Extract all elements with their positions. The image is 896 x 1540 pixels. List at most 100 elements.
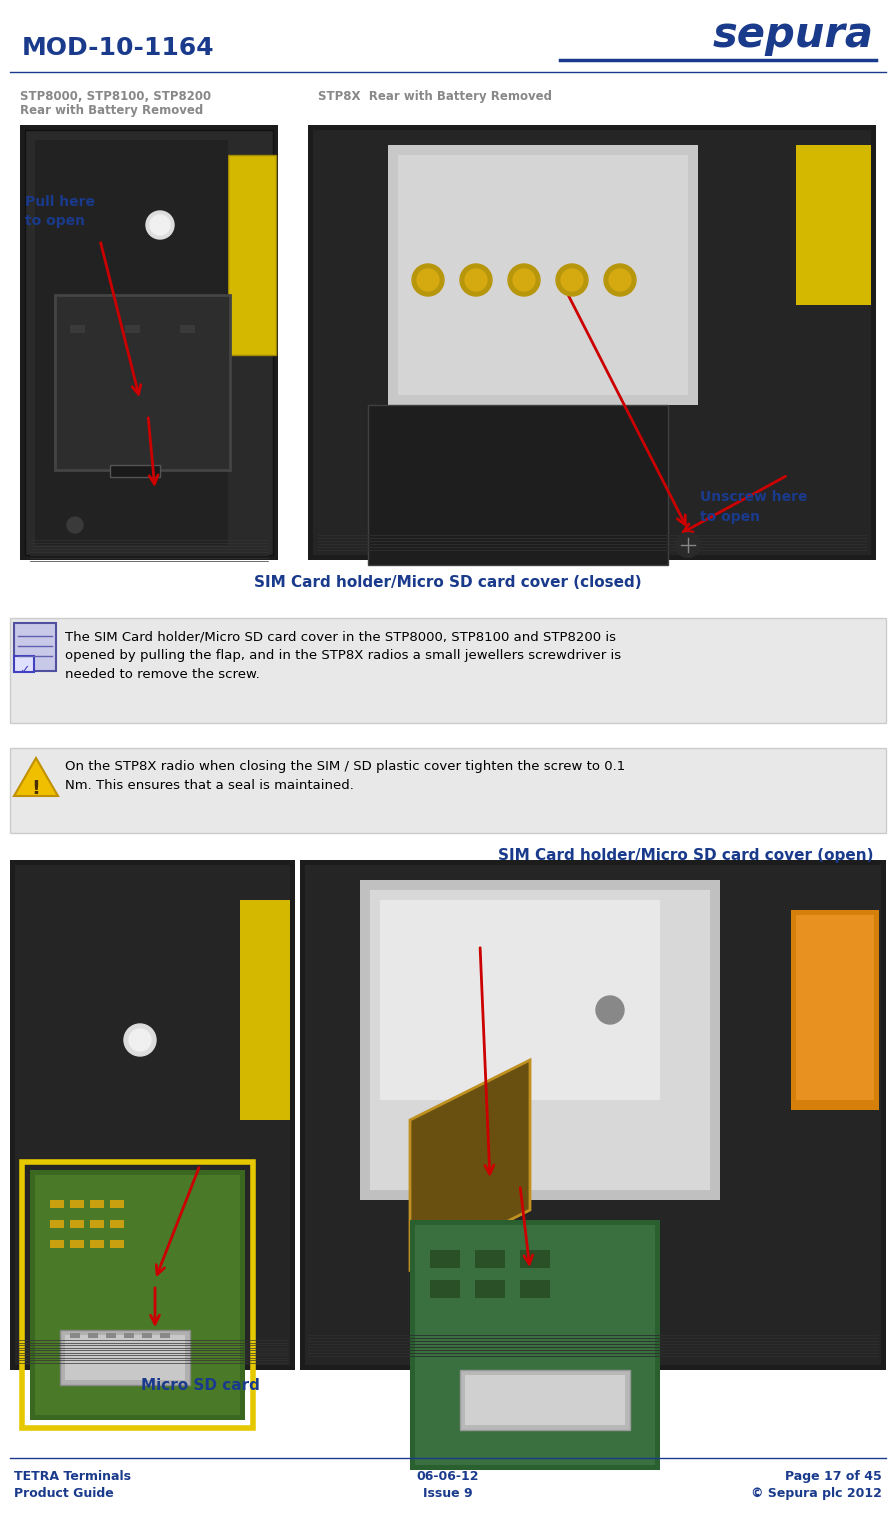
FancyBboxPatch shape [30, 1170, 245, 1420]
FancyBboxPatch shape [124, 1334, 134, 1338]
FancyBboxPatch shape [50, 1200, 64, 1207]
FancyBboxPatch shape [110, 465, 160, 477]
FancyBboxPatch shape [305, 865, 881, 1364]
Polygon shape [25, 129, 273, 554]
FancyBboxPatch shape [110, 1240, 124, 1247]
Polygon shape [410, 1060, 530, 1270]
FancyBboxPatch shape [180, 325, 195, 333]
FancyBboxPatch shape [410, 1220, 660, 1471]
Circle shape [67, 517, 83, 533]
Text: SIM Card holder/Micro SD card cover (open): SIM Card holder/Micro SD card cover (ope… [498, 849, 874, 862]
Text: sepura: sepura [713, 14, 874, 55]
Circle shape [460, 263, 492, 296]
Text: SIM Card holder/Micro SD card cover (closed): SIM Card holder/Micro SD card cover (clo… [254, 574, 642, 590]
Circle shape [609, 270, 631, 291]
FancyBboxPatch shape [520, 1280, 550, 1298]
FancyBboxPatch shape [430, 1280, 460, 1298]
FancyBboxPatch shape [14, 656, 34, 671]
FancyBboxPatch shape [388, 145, 698, 405]
FancyBboxPatch shape [160, 1334, 170, 1338]
Text: Rear with Battery Removed: Rear with Battery Removed [20, 105, 203, 117]
FancyBboxPatch shape [90, 1240, 104, 1247]
FancyBboxPatch shape [90, 1220, 104, 1227]
FancyBboxPatch shape [142, 1334, 152, 1338]
FancyBboxPatch shape [370, 890, 710, 1190]
Text: ✓: ✓ [19, 664, 30, 678]
Text: STP8000, STP8100, STP8200: STP8000, STP8100, STP8200 [20, 89, 211, 103]
Circle shape [150, 216, 170, 236]
Circle shape [465, 270, 487, 291]
Circle shape [412, 263, 444, 296]
FancyBboxPatch shape [300, 859, 886, 1371]
FancyBboxPatch shape [520, 1250, 550, 1267]
Circle shape [146, 211, 174, 239]
FancyBboxPatch shape [90, 1200, 104, 1207]
FancyBboxPatch shape [380, 899, 660, 1100]
FancyBboxPatch shape [70, 1334, 80, 1338]
Polygon shape [14, 758, 58, 796]
FancyBboxPatch shape [796, 915, 874, 1100]
FancyBboxPatch shape [796, 145, 871, 305]
Circle shape [124, 1024, 156, 1056]
FancyBboxPatch shape [55, 296, 230, 470]
Circle shape [561, 270, 583, 291]
FancyBboxPatch shape [110, 1220, 124, 1227]
FancyBboxPatch shape [50, 1240, 64, 1247]
Text: Issue 9: Issue 9 [423, 1488, 473, 1500]
FancyBboxPatch shape [70, 1240, 84, 1247]
FancyBboxPatch shape [15, 865, 290, 1364]
FancyBboxPatch shape [88, 1334, 98, 1338]
FancyBboxPatch shape [70, 1220, 84, 1227]
Text: TETRA Terminals: TETRA Terminals [14, 1471, 131, 1483]
FancyBboxPatch shape [35, 140, 228, 545]
FancyBboxPatch shape [110, 1200, 124, 1207]
Text: Page 17 of 45: Page 17 of 45 [785, 1471, 882, 1483]
Text: Pull here
to open: Pull here to open [25, 196, 95, 228]
Text: STP8X  Rear with Battery Removed: STP8X Rear with Battery Removed [318, 89, 552, 103]
FancyBboxPatch shape [475, 1280, 505, 1298]
FancyBboxPatch shape [791, 910, 879, 1110]
Text: Unscrew here
to open: Unscrew here to open [700, 490, 807, 524]
FancyBboxPatch shape [70, 325, 85, 333]
FancyBboxPatch shape [240, 899, 290, 1120]
Circle shape [604, 263, 636, 296]
FancyBboxPatch shape [20, 125, 278, 561]
FancyBboxPatch shape [65, 1335, 185, 1380]
Text: The SIM Card holder/Micro SD card cover in the STP8000, STP8100 and STP8200 is
o: The SIM Card holder/Micro SD card cover … [65, 630, 621, 681]
FancyBboxPatch shape [14, 624, 56, 671]
FancyBboxPatch shape [228, 156, 276, 356]
FancyBboxPatch shape [415, 1224, 655, 1465]
FancyBboxPatch shape [10, 748, 886, 833]
FancyBboxPatch shape [35, 1175, 240, 1415]
Circle shape [508, 263, 540, 296]
FancyBboxPatch shape [10, 618, 886, 722]
FancyBboxPatch shape [10, 859, 295, 1371]
FancyBboxPatch shape [125, 325, 140, 333]
Text: MOD-10-1164: MOD-10-1164 [22, 35, 215, 60]
FancyBboxPatch shape [70, 1200, 84, 1207]
Text: On the STP8X radio when closing the SIM / SD plastic cover tighten the screw to : On the STP8X radio when closing the SIM … [65, 761, 625, 792]
FancyBboxPatch shape [360, 879, 720, 1200]
Text: !: ! [31, 779, 40, 798]
Circle shape [676, 533, 700, 557]
Circle shape [513, 270, 535, 291]
FancyBboxPatch shape [106, 1334, 116, 1338]
FancyBboxPatch shape [460, 1371, 630, 1431]
FancyBboxPatch shape [60, 1331, 190, 1384]
Text: Micro SD card: Micro SD card [141, 1378, 260, 1394]
FancyBboxPatch shape [50, 1220, 64, 1227]
Circle shape [417, 270, 439, 291]
Circle shape [129, 1029, 151, 1050]
FancyBboxPatch shape [398, 156, 688, 394]
FancyBboxPatch shape [308, 125, 876, 561]
Text: © Sepura plc 2012: © Sepura plc 2012 [751, 1488, 882, 1500]
Circle shape [556, 263, 588, 296]
Text: Product Guide: Product Guide [14, 1488, 114, 1500]
FancyBboxPatch shape [313, 129, 871, 554]
FancyBboxPatch shape [430, 1250, 460, 1267]
FancyBboxPatch shape [475, 1250, 505, 1267]
Text: 06-06-12: 06-06-12 [417, 1471, 479, 1483]
FancyBboxPatch shape [465, 1375, 625, 1424]
Circle shape [596, 996, 624, 1024]
FancyBboxPatch shape [368, 405, 668, 565]
